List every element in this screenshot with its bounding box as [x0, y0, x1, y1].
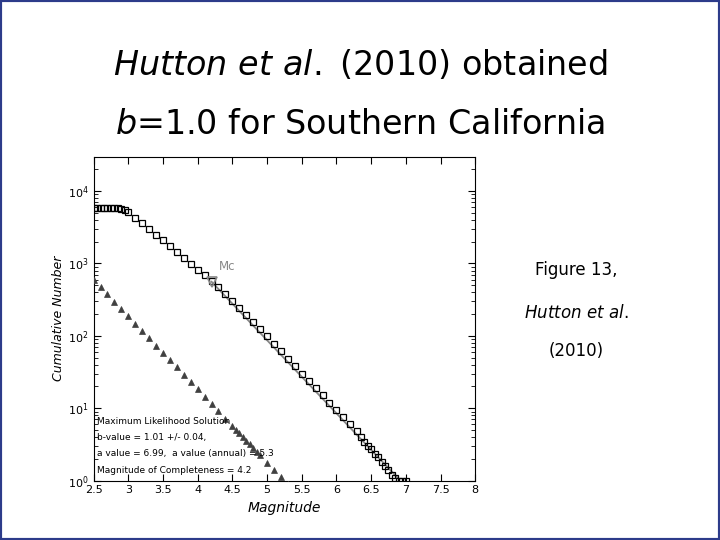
X-axis label: Magnitude: Magnitude [248, 501, 321, 515]
Text: (2010): (2010) [549, 342, 603, 360]
Text: $\it{Hutton\ et\ al.}$: $\it{Hutton\ et\ al.}$ [523, 304, 629, 322]
Text: Maximum Likelihood Solution: Maximum Likelihood Solution [97, 417, 230, 426]
Text: Figure 13,: Figure 13, [535, 261, 617, 279]
Y-axis label: Cumulative Number: Cumulative Number [52, 256, 65, 381]
Text: $\it{Hutton\ et\ al.}$ (2010) obtained: $\it{Hutton\ et\ al.}$ (2010) obtained [112, 48, 608, 82]
Text: $\it{b}$=1.0 for Southern California: $\it{b}$=1.0 for Southern California [114, 107, 606, 141]
Text: a value = 6.99,  a value (annual) = 5.3: a value = 6.99, a value (annual) = 5.3 [97, 449, 274, 458]
Text: b-value = 1.01 +/- 0.04,: b-value = 1.01 +/- 0.04, [97, 433, 207, 442]
Text: Mc: Mc [218, 260, 235, 273]
Text: Magnitude of Completeness = 4.2: Magnitude of Completeness = 4.2 [97, 466, 251, 475]
